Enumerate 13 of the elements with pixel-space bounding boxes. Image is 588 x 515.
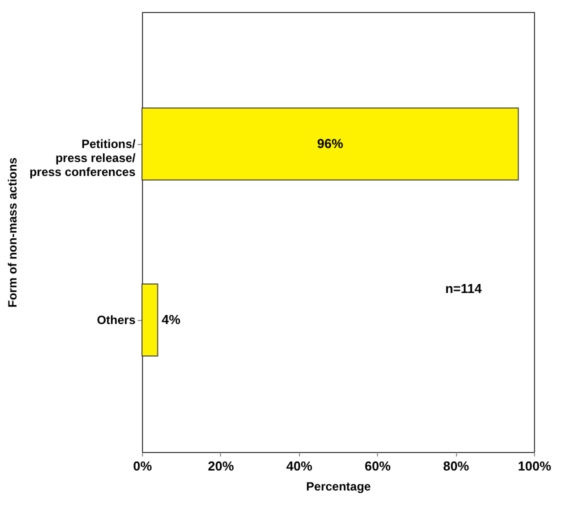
y-tick-label: Petitions/ press release/ press conferences: [29, 137, 136, 179]
data-label: 96%: [317, 136, 344, 151]
x-tick-label: 20%: [208, 458, 234, 474]
data-label: 4%: [162, 312, 181, 327]
y-axis-title: Form of non-mass actions: [5, 157, 20, 308]
x-tick-label: 60%: [364, 458, 392, 474]
x-tick-label: 40%: [286, 458, 313, 474]
x-tick-label: 0%: [133, 458, 152, 474]
y-tick-label: Others: [96, 313, 136, 327]
x-tick-label: 100%: [518, 458, 552, 474]
x-axis-title: Percentage: [306, 480, 372, 494]
x-tick-label: 80%: [443, 458, 470, 474]
annotation: n=114: [445, 281, 482, 296]
